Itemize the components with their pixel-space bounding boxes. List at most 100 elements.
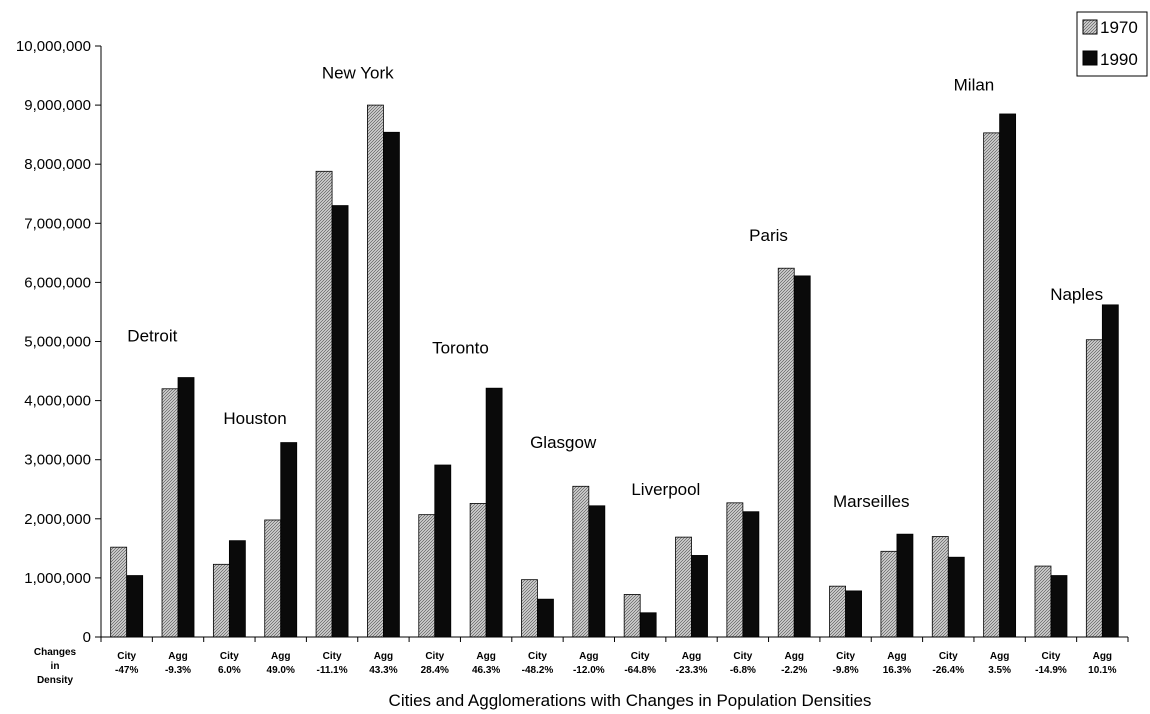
bar-1990 [845, 590, 862, 638]
city-label: Naples [1050, 285, 1103, 304]
y-tick-label: 8,000,000 [24, 156, 91, 173]
category-type-label: Agg [682, 651, 701, 662]
bar-1990 [691, 555, 708, 638]
city-label: Houston [223, 409, 286, 428]
category-type-label: City [323, 651, 342, 662]
category-type-label: City [733, 651, 752, 662]
city-labels: Detroit Houston New York Toronto Glasgow Live… [127, 64, 1103, 511]
category-change-label: 46.3% [472, 665, 500, 676]
bar-1970 [1085, 339, 1103, 638]
bar-1970 [726, 502, 744, 638]
y-tick-label: 10,000,000 [16, 38, 91, 55]
category-type-label: Agg [784, 651, 803, 662]
legend-label-1990: 1990 [1100, 50, 1138, 69]
bar-1970 [110, 546, 128, 638]
bar-1970 [777, 267, 795, 638]
category-change-label: -48.2% [522, 665, 554, 676]
bar-1990 [177, 377, 195, 638]
bar-1990 [947, 556, 965, 638]
category-change-label: -9.8% [833, 665, 859, 676]
category-type-label: City [939, 651, 958, 662]
bar-1970 [880, 550, 898, 638]
category-type-label: Agg [990, 651, 1009, 662]
city-label: Marseilles [833, 492, 910, 511]
bar-1970 [623, 594, 641, 638]
city-label: Detroit [127, 327, 177, 346]
bars [110, 104, 1119, 638]
category-type-label: Agg [579, 651, 598, 662]
city-label: Milan [954, 75, 995, 94]
category-change-label: -26.4% [932, 665, 964, 676]
bar-1970 [829, 585, 846, 638]
bar-1970 [212, 563, 230, 638]
y-tick-label: 6,000,000 [24, 274, 91, 291]
density-row-label: Density [37, 675, 74, 686]
category-type-label: Agg [168, 651, 187, 662]
category-type-label: City [528, 651, 547, 662]
bar-1990 [639, 612, 657, 638]
category-change-label: 16.3% [883, 665, 911, 676]
category-change-label: 3.5% [988, 665, 1011, 676]
category-change-label: -14.9% [1035, 665, 1067, 676]
bar-1990 [331, 205, 349, 638]
bar-1990 [537, 598, 554, 638]
x-axis-title: Cities and Agglomerations with Changes i… [389, 691, 872, 710]
bar-1990 [896, 533, 914, 638]
bar-1990 [1101, 304, 1119, 638]
category-type-label: City [631, 651, 650, 662]
bar-1970 [983, 132, 1001, 638]
category-change-label: 49.0% [267, 665, 295, 676]
bar-1970 [161, 388, 179, 638]
category-change-label: 10.1% [1088, 665, 1116, 676]
legend-swatch-1990 [1082, 50, 1098, 66]
bar-1990 [588, 505, 606, 638]
category-type-label: Agg [271, 651, 290, 662]
bar-1990 [434, 464, 452, 638]
bar-1990 [485, 387, 503, 638]
city-label: Glasgow [530, 433, 597, 452]
y-tick-label: 0 [83, 629, 91, 646]
bar-1970 [1034, 565, 1052, 638]
x-axis: City -47% Agg -9.3% City 6.0% Agg 49.0% City -11.… [34, 636, 1129, 686]
bar-1970 [931, 536, 949, 638]
bar-1970 [521, 579, 538, 638]
category-change-label: 28.4% [421, 665, 449, 676]
y-tick-label: 1,000,000 [24, 570, 91, 587]
category-change-label: -23.3% [676, 665, 708, 676]
bar-1990 [126, 575, 144, 638]
legend-swatch-1970 [1082, 19, 1098, 35]
y-tick-label: 4,000,000 [24, 393, 91, 410]
bar-1970 [264, 519, 282, 638]
city-label: Paris [749, 226, 788, 245]
category-change-label: -47% [115, 665, 138, 676]
density-row-label: in [51, 661, 60, 672]
city-label: Liverpool [631, 480, 700, 499]
category-change-label: -2.2% [781, 665, 807, 676]
category-change-label: -64.8% [624, 665, 656, 676]
category-change-label: 6.0% [218, 665, 241, 676]
city-label: New York [322, 64, 394, 83]
category-type-label: City [836, 651, 855, 662]
legend: 1970 1990 [1076, 11, 1148, 77]
bar-1970 [675, 536, 692, 638]
y-tick-label: 7,000,000 [24, 215, 91, 232]
bar-1990 [742, 511, 760, 638]
category-type-label: Agg [1093, 651, 1112, 662]
bar-1990 [228, 540, 246, 638]
category-type-label: City [425, 651, 444, 662]
y-tick-label: 9,000,000 [24, 97, 91, 114]
y-tick-label: 5,000,000 [24, 334, 91, 351]
category-type-label: Agg [476, 651, 495, 662]
category-type-label: Agg [887, 651, 906, 662]
category-type-label: City [117, 651, 136, 662]
y-tick-label: 2,000,000 [24, 511, 91, 528]
bar-1990 [999, 113, 1017, 638]
legend-box [1076, 11, 1148, 77]
y-tick-label: 3,000,000 [24, 452, 91, 469]
bar-1990 [1050, 575, 1068, 638]
bar-1990 [280, 442, 298, 638]
density-row-label: Changes [34, 647, 77, 658]
bar-1970 [469, 503, 487, 638]
category-type-label: City [1042, 651, 1061, 662]
